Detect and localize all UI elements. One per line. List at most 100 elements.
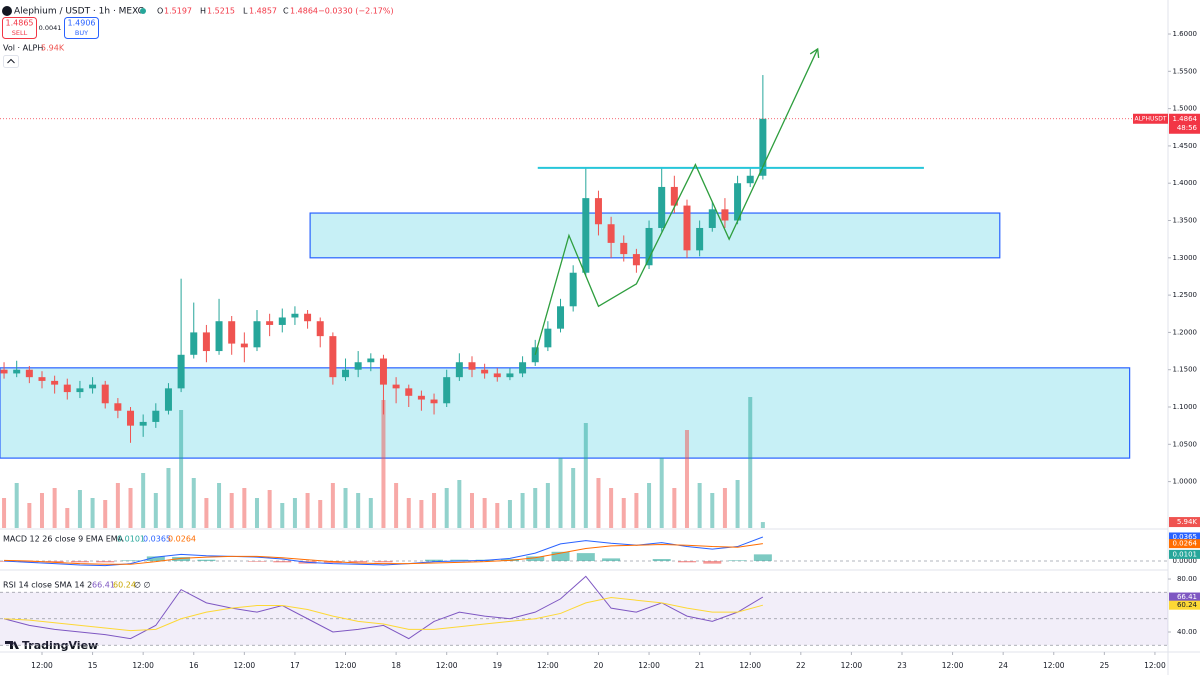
macd-histogram-bar — [450, 559, 469, 562]
buy-button[interactable] — [64, 17, 99, 39]
volume-legend: Vol · ALPH — [3, 44, 43, 53]
volume-bar — [343, 488, 348, 528]
volume-bar — [748, 397, 753, 528]
x-tick-label: 25 — [1100, 661, 1110, 670]
y-tick-label: 1.4500 — [1173, 142, 1198, 150]
symbol-tag — [1133, 113, 1168, 124]
volume-bar — [684, 430, 689, 528]
macd-legend-value: 0.0365 — [143, 535, 171, 544]
volume-bar — [520, 493, 525, 528]
price-tag-text: 1.4864 — [1173, 115, 1198, 123]
volume-bar — [469, 493, 474, 528]
ohlc-label: C — [283, 7, 289, 16]
value-tag — [1169, 532, 1200, 542]
buy-label: BUY — [75, 29, 88, 37]
candle-body — [759, 118, 767, 176]
zone — [0, 367, 1131, 459]
candle-body — [683, 205, 691, 251]
x-tick-label: 12:00 — [841, 661, 863, 670]
volume-legend-value: 5.94K — [41, 44, 65, 53]
volume-bar — [254, 498, 259, 528]
x-tick-label: 21 — [695, 661, 705, 670]
ohlc-label: L — [243, 7, 248, 16]
candle-body — [721, 209, 729, 221]
candle-body — [76, 388, 84, 393]
candle-body — [645, 227, 653, 266]
volume-bar — [457, 480, 462, 528]
candle-body — [746, 175, 754, 184]
x-tick-label: 23 — [897, 661, 907, 670]
symbol-title: Alephium / USDT · 1h · MEXC — [14, 7, 144, 17]
spread: 0.0041 — [39, 24, 62, 32]
volume-bar — [419, 500, 424, 528]
candle-body — [342, 369, 350, 378]
macd-histogram-bar — [602, 558, 621, 562]
rsi-legend-value: 60.24 — [113, 581, 136, 590]
volume-bar — [128, 488, 133, 528]
volume-tag-text: 5.94K — [1177, 518, 1198, 526]
symbol-tag-text: ALPHUSDT — [1134, 115, 1166, 122]
volume-bar — [217, 483, 222, 528]
volume-bar — [394, 483, 399, 528]
volume-bar — [495, 503, 500, 528]
candle-body — [266, 321, 274, 325]
candle-body — [658, 186, 666, 228]
x-tick-label: 20 — [594, 661, 604, 670]
candle-body — [443, 377, 451, 404]
candle-body — [468, 362, 476, 370]
y-tick-label: 1.0500 — [1173, 440, 1198, 448]
x-tick-label: 12:00 — [638, 661, 660, 670]
volume-bar — [444, 488, 449, 528]
ohlc-value: 1.4857 — [249, 7, 277, 16]
collapse-button[interactable] — [3, 55, 19, 68]
candle-body — [544, 328, 552, 348]
macd-histogram-bar — [652, 559, 671, 562]
ohlc-label: O — [157, 7, 163, 16]
price-change: −0.0330 (−2.17%) — [318, 7, 394, 16]
rsi-legend-extra: ∅ ∅ — [134, 581, 151, 590]
y-tick-label: 1.1500 — [1173, 366, 1198, 374]
volume-bar — [191, 478, 196, 528]
value-tag — [1169, 600, 1200, 610]
zone — [309, 212, 1001, 259]
candle-body — [557, 306, 565, 329]
volume-bar — [318, 500, 323, 528]
candle-body — [291, 313, 299, 318]
candle-body — [25, 369, 33, 378]
x-tick-label: 12:00 — [31, 661, 53, 670]
sell-button[interactable] — [2, 17, 37, 39]
macd-legend: MACD 12 26 close 9 EMA EMA — [3, 535, 124, 544]
ohlc-value: 1.5197 — [164, 7, 192, 16]
volume-bar — [115, 483, 120, 528]
value-tag — [1169, 549, 1200, 559]
volume-bar — [760, 522, 765, 528]
candle-body — [215, 321, 223, 352]
value-tag — [1169, 592, 1200, 602]
volume-bar — [735, 480, 740, 528]
volume-bar — [305, 493, 310, 528]
candle-body — [354, 362, 362, 370]
volume-bar — [77, 490, 82, 528]
value-tag-text: 60.24 — [1177, 601, 1198, 609]
ohlc-label: H — [200, 7, 206, 16]
rsi-line — [4, 597, 764, 632]
candle-body — [670, 186, 678, 206]
candle-body — [696, 227, 704, 251]
candle-body — [63, 384, 71, 393]
volume-bar — [558, 458, 563, 528]
volume-bar — [39, 493, 44, 528]
y-tick-label: 1.3000 — [1173, 254, 1198, 262]
y-tick-label: 0.0000 — [1173, 557, 1198, 565]
ohlc-value: 1.5215 — [207, 7, 235, 16]
plot-area — [0, 47, 1168, 528]
candle-body — [405, 388, 413, 396]
volume-bar — [330, 483, 335, 528]
rsi-legend-value: 66.41 — [92, 581, 115, 590]
candle-body — [481, 369, 489, 374]
x-tick-label: 15 — [88, 661, 98, 670]
sell-label: SELL — [12, 29, 28, 37]
candle-body — [594, 198, 602, 225]
volume-bar — [52, 488, 57, 528]
macd-histogram-bar — [247, 561, 266, 562]
candle-body — [455, 362, 463, 378]
